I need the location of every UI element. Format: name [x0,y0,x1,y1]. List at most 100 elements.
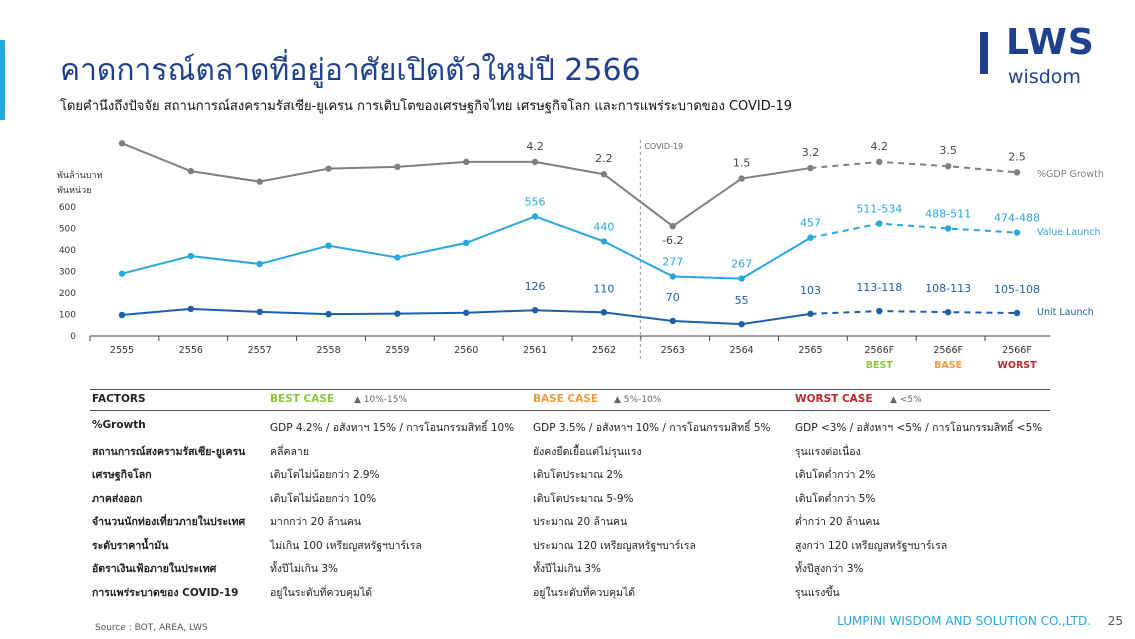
data-label: 113-118 [856,281,902,294]
legend-label: Unit Launch [1037,307,1094,318]
page-subtitle: โดยคำนึงถึงปัจจัย สถานการณ์สงครามรัสเซีย… [60,99,792,114]
data-point [394,310,401,317]
factor-base-cell: ประมาณ 20 ล้านคน [533,516,628,528]
data-point [807,310,814,318]
covid-label: COVID-19 [644,142,683,151]
x-tick-label: 2555 [110,345,134,356]
data-point [256,308,263,316]
data-point [669,317,676,325]
data-point [531,158,539,166]
factor-best-cell: GDP 4.2% / อสังหาฯ 15% / การโอนกรรมสิทธิ… [270,422,515,434]
data-point [187,252,195,260]
data-point [876,220,883,227]
data-label: 556 [525,195,546,208]
factor-worst-cell: รุนแรงขึ้น [795,586,840,599]
best-case-header: BEST CASE [270,393,335,405]
data-label: 4.2 [526,140,544,153]
data-label: 55 [735,294,749,307]
data-point [876,158,883,166]
x-tick-label: 2562 [592,345,616,356]
legend-label: %GDP Growth [1037,169,1104,180]
y-tick-label: 200 [59,289,76,299]
x-tick-label: 2564 [730,345,754,356]
factor-best-cell: เติบโตไม่น้อยกว่า 10% [270,492,377,505]
factor-worst-cell: เติบโตต่ำกว่า 5% [795,492,876,505]
worst-range: ▲ <5% [890,395,922,405]
x-tick-label: 2559 [385,345,409,356]
factor-base-cell: ประมาณ 120 เหรียญสหรัฐฯบาร์เรล [533,539,696,552]
data-point [256,260,263,268]
factor-base-cell: อยู่ในระดับที่ควบคุมได้ [533,586,636,599]
lws-logo: LWS wisdom [980,22,1110,90]
factor-best-cell: ทั้งปีไม่เกิน 3% [270,563,339,575]
company-name: LUMPINI WISDOM AND SOLUTION CO.,LTD. [837,614,1091,628]
data-point [1013,169,1021,176]
series-line-actual [121,215,811,280]
data-point [944,162,952,170]
data-point [531,213,539,220]
x-tick-label: 2566F [933,345,963,356]
y-tick-label: 500 [59,225,76,235]
data-label: 440 [593,220,614,233]
data-point [118,140,126,147]
x-tick-label: 2561 [523,345,547,356]
y-tick-label: 100 [59,311,76,321]
data-point [118,311,126,319]
data-point [463,309,470,316]
worst-range-text: <5% [899,395,922,405]
data-label: 277 [662,255,683,268]
data-label: 126 [525,280,546,293]
y-tick-label: 0 [70,332,76,342]
data-point [876,307,883,315]
data-point [1013,229,1021,236]
data-label: 108-113 [925,282,971,295]
page-title: คาดการณ์ตลาดที่อยู่อาศัยเปิดตัวใหม่ปี 25… [60,53,641,88]
data-label: 2.2 [595,152,613,165]
factor-worst-cell: เติบโตต่ำกว่า 2% [795,469,876,481]
factor-factor-cell: %Growth [92,419,146,431]
x-tick-label: 2556 [179,345,203,356]
factor-base-cell: GDP 3.5% / อสังหาฯ 10% / การโอนกรรมสิทธิ… [533,422,771,434]
table-header-rule [90,410,1050,411]
factor-base-cell: เติบโตประมาณ 2% [533,469,624,481]
data-label: 4.2 [871,140,889,153]
data-point [738,320,745,328]
factor-base-cell: ทั้งปีไม่เกิน 3% [533,563,602,575]
data-label: 488-511 [925,208,971,221]
data-point [1013,309,1021,317]
data-point [738,175,745,182]
factor-base-cell: ยังคงยืดเยื้อแต่ไม่รุนแรง [533,445,642,458]
factor-factor-cell: เศรษฐกิจโลก [92,469,152,481]
logo-wordmark: LWS [1006,22,1095,63]
data-point [187,167,195,175]
data-label: 457 [800,217,821,230]
x-tick-label: 2557 [248,345,272,356]
series-line-actual [121,142,811,228]
data-point [807,234,814,241]
y-tick-label: 600 [59,203,76,213]
factor-best-cell: มากกว่า 20 ล้านคน [270,516,362,528]
data-label: 3.5 [939,144,957,157]
data-point [256,178,263,185]
data-point [463,239,470,247]
data-label: 3.2 [802,146,820,159]
best-range-text: 10%-15% [363,395,408,405]
factor-best-cell: อยู่ในระดับที่ควบคุมได้ [270,586,373,599]
data-point [325,242,332,249]
accent-bar [0,40,5,120]
base-range: ▲ 5%-10% [614,395,662,405]
factor-worst-cell: ต่ำกว่า 20 ล้านคน [795,516,880,528]
worst-case-header: WORST CASE [795,393,873,405]
data-point [531,307,539,314]
factor-factor-cell: ระดับราคาน้ำมัน [92,539,169,552]
data-point [600,171,608,178]
source-note: Source : BOT, AREA, LWS [95,623,208,633]
factor-factor-cell: สถานการณ์สงครามรัสเซีย-ยูเครน [92,445,246,458]
data-label: 1.5 [733,157,751,170]
data-label: 267 [731,258,752,271]
x-tick-label: 2566F [1002,345,1032,356]
factor-best-cell: คลี่คลาย [270,445,309,458]
data-label: 103 [800,284,821,297]
x-tick-label: 2563 [661,345,685,356]
